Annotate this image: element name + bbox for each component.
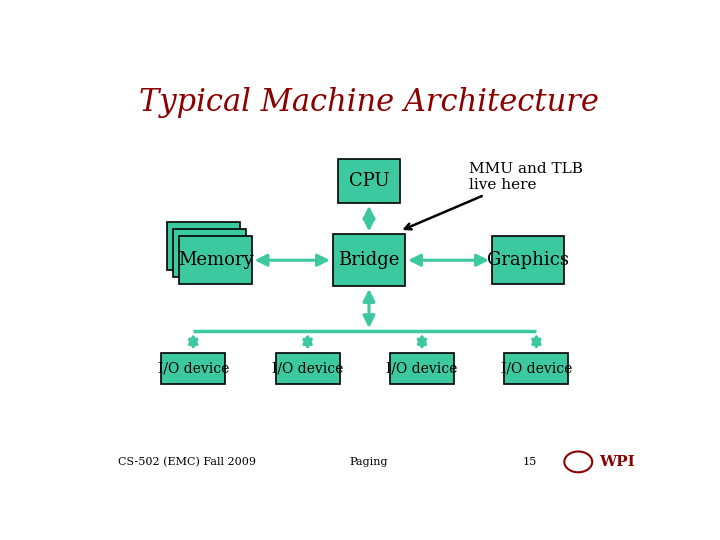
Circle shape <box>564 451 593 472</box>
Text: CS-502 (EMC) Fall 2009: CS-502 (EMC) Fall 2009 <box>118 457 256 467</box>
FancyBboxPatch shape <box>390 353 454 384</box>
FancyBboxPatch shape <box>338 159 400 203</box>
Text: CPU: CPU <box>348 172 390 190</box>
Text: Bridge: Bridge <box>338 251 400 269</box>
Text: Memory: Memory <box>178 251 253 269</box>
FancyBboxPatch shape <box>504 353 569 384</box>
Text: Graphics: Graphics <box>487 251 569 269</box>
FancyBboxPatch shape <box>276 353 340 384</box>
FancyBboxPatch shape <box>173 229 246 276</box>
FancyBboxPatch shape <box>492 237 564 284</box>
Text: I/O device: I/O device <box>387 361 458 375</box>
Text: I/O device: I/O device <box>272 361 343 375</box>
FancyBboxPatch shape <box>161 353 225 384</box>
Text: Typical Machine Architecture: Typical Machine Architecture <box>139 87 599 118</box>
Text: I/O device: I/O device <box>500 361 572 375</box>
Text: MMU and TLB
live here: MMU and TLB live here <box>405 162 583 230</box>
FancyBboxPatch shape <box>333 234 405 286</box>
Text: I/O device: I/O device <box>158 361 229 375</box>
Text: 15: 15 <box>523 457 536 467</box>
FancyBboxPatch shape <box>179 237 252 284</box>
FancyBboxPatch shape <box>167 222 240 269</box>
Text: WPI: WPI <box>599 455 634 469</box>
Text: Paging: Paging <box>350 457 388 467</box>
